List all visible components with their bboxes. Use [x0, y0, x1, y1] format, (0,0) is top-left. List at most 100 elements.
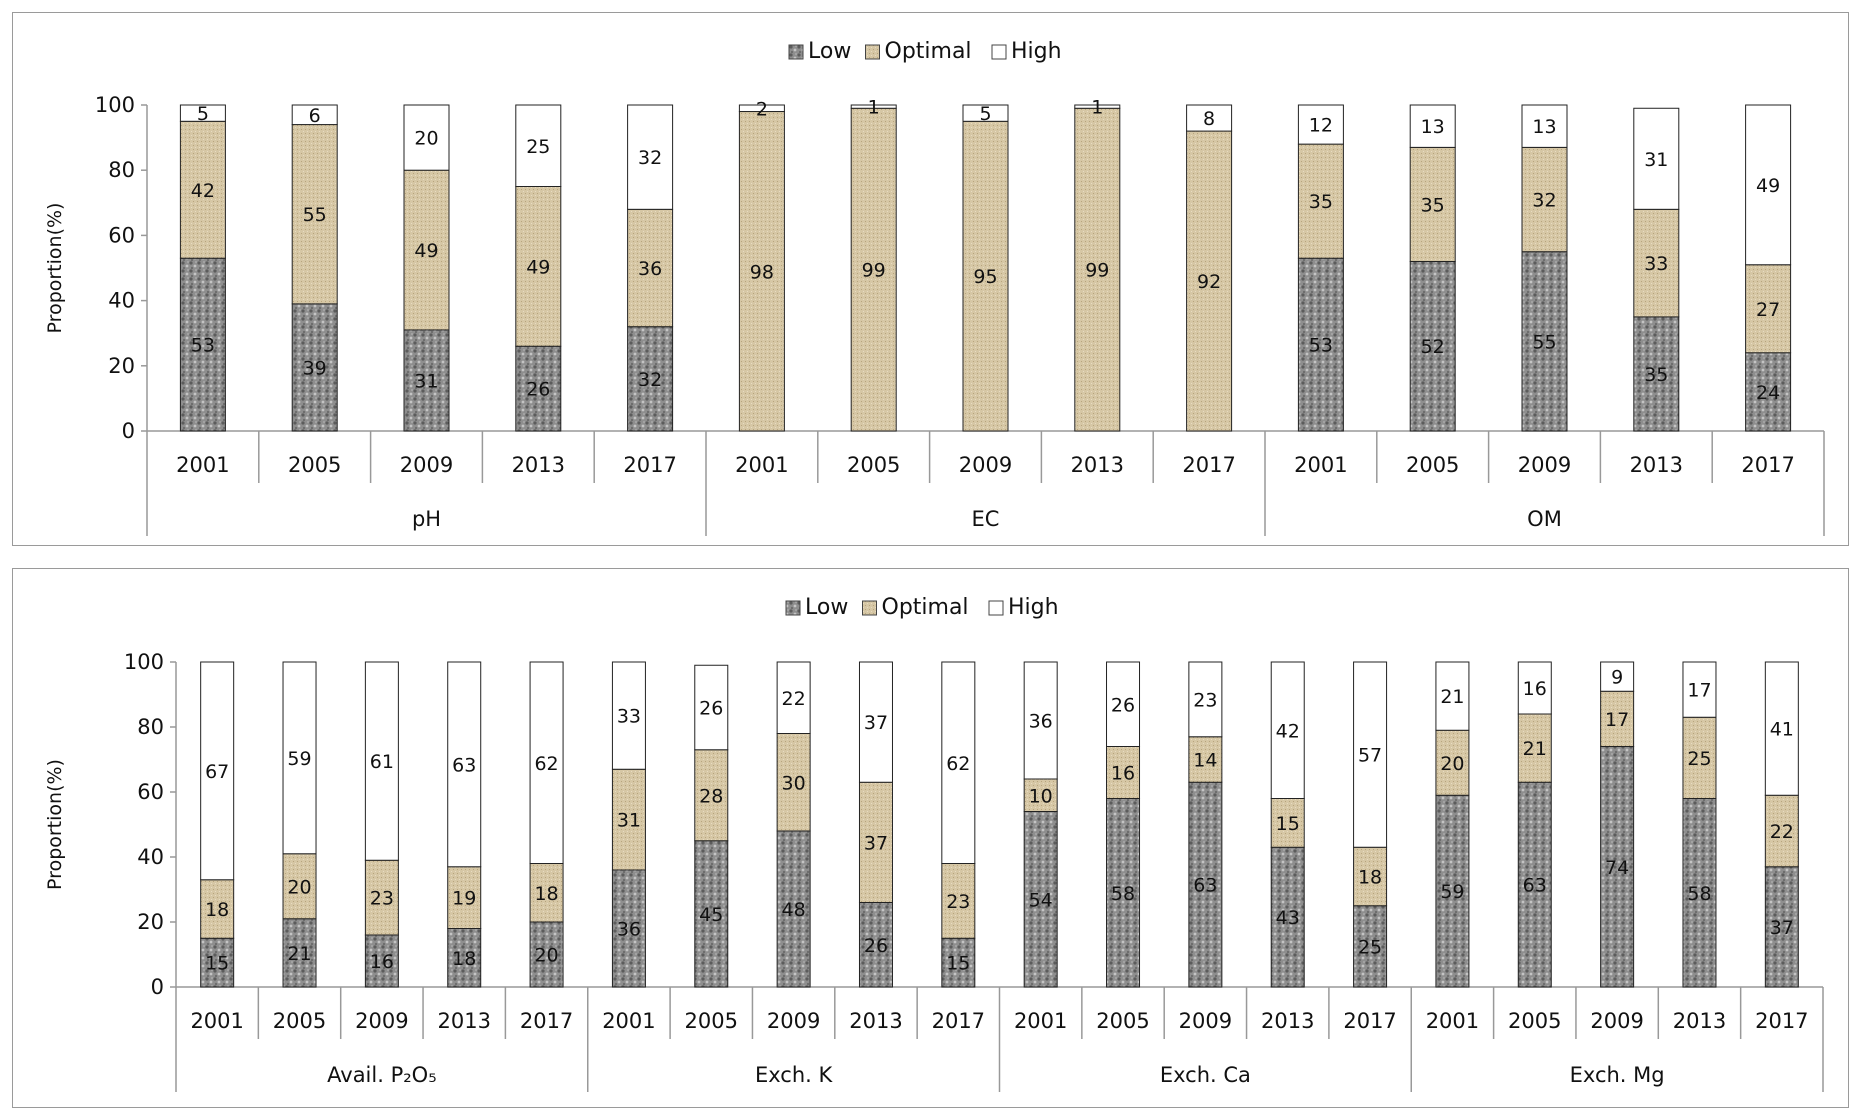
legend-swatch-low [785, 600, 801, 616]
data-label-optimal: 27 [1756, 299, 1780, 321]
bar-segment-high [200, 661, 235, 881]
data-label-low: 74 [1605, 857, 1629, 879]
bar-segment-optimal [1745, 264, 1792, 354]
x-tick-label-year: 2013 [512, 453, 565, 477]
bar-segment-optimal [1435, 729, 1470, 796]
data-label-low: 58 [1111, 883, 1135, 905]
bar-segment-low [1517, 781, 1552, 988]
legend-swatch-high [991, 44, 1007, 60]
y-tick-label: 100 [124, 650, 164, 674]
bar-segment-optimal [1270, 798, 1305, 848]
bar-segment-high [1353, 661, 1388, 848]
group-exch-ca: 54 10 36 2001 58 16 26 2005 63 14 23 2009 43 15 42 2013… [1014, 661, 1412, 1092]
x-tick-label-year: 2005 [1096, 1009, 1149, 1033]
data-label-optimal: 99 [862, 260, 886, 282]
data-label-low: 63 [1193, 875, 1217, 897]
data-label-optimal: 25 [1687, 748, 1711, 770]
bar-segment-low [1353, 905, 1388, 988]
data-label-high: 57 [1358, 745, 1382, 767]
y-tick-label: 20 [108, 354, 135, 378]
x-tick-label-year: 2017 [1182, 453, 1235, 477]
data-label-optimal: 19 [452, 888, 476, 910]
data-label-low: 52 [1421, 336, 1445, 358]
x-tick-label-year: 2001 [1014, 1009, 1067, 1033]
bar-segment-optimal [1682, 716, 1717, 799]
bar-stack: 45 28 26 [694, 664, 729, 988]
legend-item-optimal: Optimal [862, 595, 969, 620]
y-axis-label: Proportion(%) [44, 759, 66, 890]
x-group-label: pH [412, 507, 441, 531]
bar-stack: 95 5 [962, 103, 1009, 432]
bar-segment-high [1521, 104, 1568, 148]
x-tick-label-year: 2013 [1673, 1009, 1726, 1033]
bar-segment-low [1764, 866, 1799, 988]
data-label-high: 5 [979, 103, 991, 125]
bar-stack: 16 23 61 [364, 661, 399, 988]
legend-swatch-low [788, 44, 804, 60]
bar-segment-high [738, 104, 785, 113]
chart-svg-top: Low Optimal High 0 20 40 60 80 100 Proportion(%) 5… [44, 39, 1825, 536]
bar-segment-low [364, 934, 399, 988]
bar-segment-optimal [1600, 690, 1635, 747]
y-tick-label: 80 [108, 158, 135, 182]
data-label-low: 59 [1440, 881, 1464, 903]
bar-segment-optimal [738, 111, 785, 432]
y-tick-label: 80 [137, 715, 164, 739]
bar-segment-optimal [1074, 107, 1121, 432]
bar-segment-optimal [627, 208, 674, 328]
data-label-high: 61 [370, 751, 394, 773]
x-tick-label-year: 2009 [355, 1009, 408, 1033]
x-tick-label-year: 2009 [1590, 1009, 1643, 1033]
data-label-low: 32 [638, 369, 662, 391]
data-label-optimal: 98 [750, 261, 774, 283]
bar-segment-high [515, 104, 562, 187]
bar-stack: 99 1 [1074, 97, 1121, 432]
data-label-low: 45 [699, 904, 723, 926]
group-ec: 98 2 2001 99 1 2005 95 5 2009 99 1 2013 92 8 2017 EC [735, 97, 1266, 536]
x-group-label: OM [1527, 507, 1562, 531]
data-label-high: 13 [1532, 116, 1556, 138]
x-tick-label-year: 2017 [1755, 1009, 1808, 1033]
bar-segment-optimal [1764, 794, 1799, 868]
data-label-optimal: 20 [1440, 753, 1464, 775]
group-exch-mg: 59 20 21 2001 63 21 16 2005 74 17 9 2009 58 25 17 2013 3… [1426, 661, 1824, 1092]
bar-segment-optimal [1633, 208, 1680, 318]
x-tick-label-year: 2005 [1406, 453, 1459, 477]
bar-segment-high [850, 104, 897, 109]
bar-segment-high [611, 661, 646, 770]
bar-segment-high [1074, 104, 1121, 109]
bar-segment-low [403, 329, 450, 432]
data-label-optimal: 36 [638, 258, 662, 280]
x-tick-label-year: 2009 [400, 453, 453, 477]
bar-segment-low [941, 937, 976, 988]
bar-segment-optimal [1106, 746, 1141, 799]
x-tick-label-year: 2001 [1426, 1009, 1479, 1033]
bar-segment-optimal [447, 866, 482, 929]
bar-segment-high [403, 104, 450, 171]
y-axis: 0 20 40 60 80 100 Proportion(%) [44, 650, 177, 999]
bar-segment-high [1435, 661, 1470, 731]
bar-segment-optimal [403, 169, 450, 331]
bar-segment-high [282, 661, 317, 855]
bar-segment-low [1682, 798, 1717, 988]
data-label-low: 15 [946, 953, 970, 975]
data-label-optimal: 17 [1605, 709, 1629, 731]
data-label-high: 9 [1611, 667, 1623, 689]
x-tick-label-year: 2017 [1343, 1009, 1396, 1033]
data-label-high: 22 [782, 688, 806, 710]
bar-segment-optimal [1409, 146, 1456, 262]
data-label-low: 36 [617, 919, 641, 941]
bar-segment-optimal [962, 120, 1009, 432]
x-group-label: Exch. K [755, 1063, 834, 1087]
bar-stack: 58 25 17 [1682, 661, 1717, 988]
bar-stack: 36 31 33 [611, 661, 646, 988]
x-tick-label-year: 2009 [767, 1009, 820, 1033]
bar-segment-optimal [611, 768, 646, 871]
y-tick-label: 60 [137, 780, 164, 804]
legend-label-high: High [1008, 595, 1059, 620]
data-label-high: 6 [309, 105, 321, 127]
legend-swatch-high [988, 600, 1004, 616]
data-label-low: 53 [1309, 335, 1333, 357]
data-label-optimal: 42 [191, 180, 215, 202]
x-tick-label-year: 2013 [1261, 1009, 1314, 1033]
